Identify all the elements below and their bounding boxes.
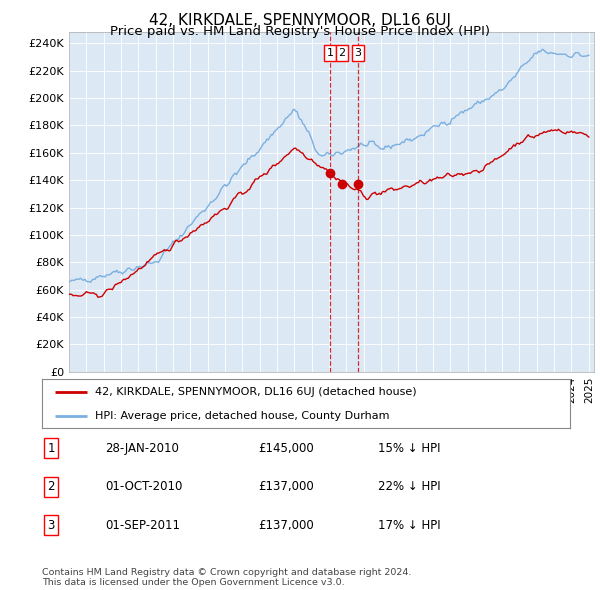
Text: 22% ↓ HPI: 22% ↓ HPI	[378, 480, 440, 493]
Text: £137,000: £137,000	[258, 480, 314, 493]
Text: 1: 1	[326, 48, 334, 58]
Text: HPI: Average price, detached house, County Durham: HPI: Average price, detached house, Coun…	[95, 411, 389, 421]
Text: Contains HM Land Registry data © Crown copyright and database right 2024.
This d: Contains HM Land Registry data © Crown c…	[42, 568, 412, 587]
Text: 42, KIRKDALE, SPENNYMOOR, DL16 6UJ (detached house): 42, KIRKDALE, SPENNYMOOR, DL16 6UJ (deta…	[95, 388, 416, 398]
Text: £137,000: £137,000	[258, 519, 314, 532]
Text: £145,000: £145,000	[258, 442, 314, 455]
Text: 2: 2	[338, 48, 346, 58]
Text: 42, KIRKDALE, SPENNYMOOR, DL16 6UJ: 42, KIRKDALE, SPENNYMOOR, DL16 6UJ	[149, 13, 451, 28]
Text: 3: 3	[355, 48, 361, 58]
Text: 15% ↓ HPI: 15% ↓ HPI	[378, 442, 440, 455]
Text: 1: 1	[47, 442, 55, 455]
Text: 01-OCT-2010: 01-OCT-2010	[105, 480, 182, 493]
Text: Price paid vs. HM Land Registry's House Price Index (HPI): Price paid vs. HM Land Registry's House …	[110, 25, 490, 38]
Text: 28-JAN-2010: 28-JAN-2010	[105, 442, 179, 455]
Text: 01-SEP-2011: 01-SEP-2011	[105, 519, 180, 532]
Text: 3: 3	[47, 519, 55, 532]
Text: 17% ↓ HPI: 17% ↓ HPI	[378, 519, 440, 532]
Text: 2: 2	[47, 480, 55, 493]
